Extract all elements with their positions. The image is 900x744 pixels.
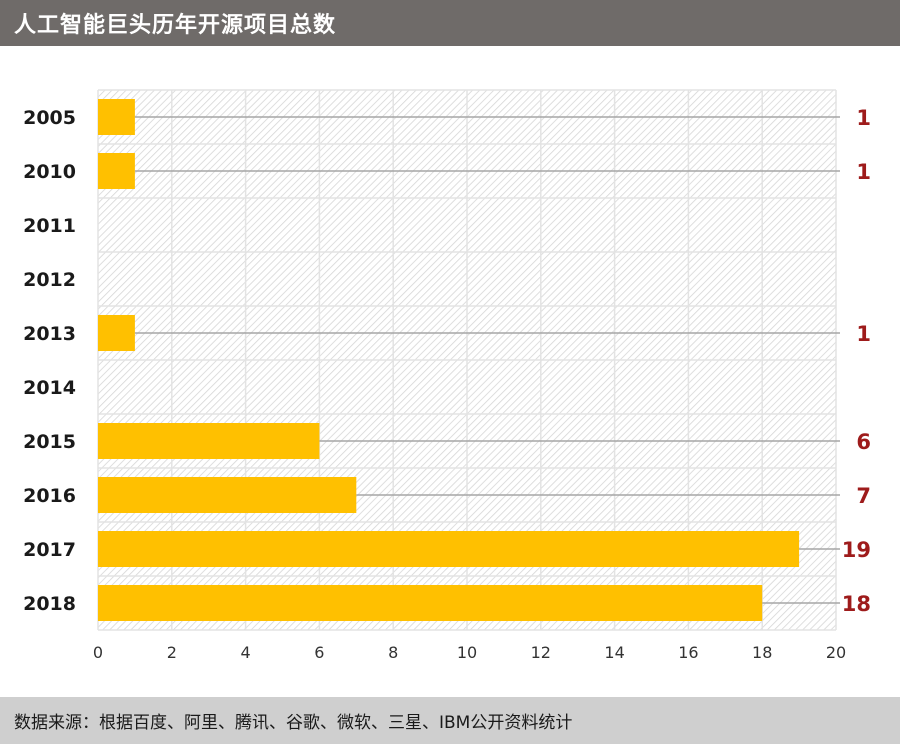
title-bar: 人工智能巨头历年开源项目总数 [0,0,900,46]
y-category-label: 2016 [23,485,76,507]
x-tick-label: 6 [314,643,324,662]
x-tick-label: 20 [826,643,846,662]
value-label: 7 [856,484,871,508]
y-category-label: 2012 [23,269,76,291]
x-tick-label: 14 [604,643,624,662]
bar [98,99,135,135]
chart-title: 人工智能巨头历年开源项目总数 [14,13,337,38]
x-tick-label: 12 [531,643,551,662]
x-tick-label: 18 [752,643,772,662]
y-category-label: 2011 [23,215,76,237]
value-label: 1 [856,160,871,184]
value-label: 19 [842,538,871,562]
bar [98,315,135,351]
x-tick-label: 2 [167,643,177,662]
bar [98,477,357,513]
bar [98,531,800,567]
x-tick-label: 4 [241,643,251,662]
bar [98,153,135,189]
x-tick-label: 16 [678,643,698,662]
source-note: 数据来源：根据百度、阿里、腾讯、谷歌、微软、三星、IBM公开资料统计 [14,713,573,733]
value-label: 18 [842,592,871,616]
y-category-label: 2018 [23,593,76,615]
y-category-label: 2013 [23,323,76,345]
y-category-label: 2015 [23,431,76,453]
y-category-label: 2014 [23,377,76,399]
footer-bar: 数据来源：根据百度、阿里、腾讯、谷歌、微软、三星、IBM公开资料统计 [0,697,900,744]
bar [98,423,320,459]
y-category-label: 2017 [23,539,76,561]
x-tick-label: 8 [388,643,398,662]
value-label: 1 [856,322,871,346]
bar [98,585,763,621]
x-tick-label: 10 [457,643,477,662]
y-category-label: 2005 [23,107,76,129]
value-label: 6 [856,430,871,454]
value-label: 1 [856,106,871,130]
y-category-label: 2010 [23,161,76,183]
x-tick-label: 0 [93,643,103,662]
